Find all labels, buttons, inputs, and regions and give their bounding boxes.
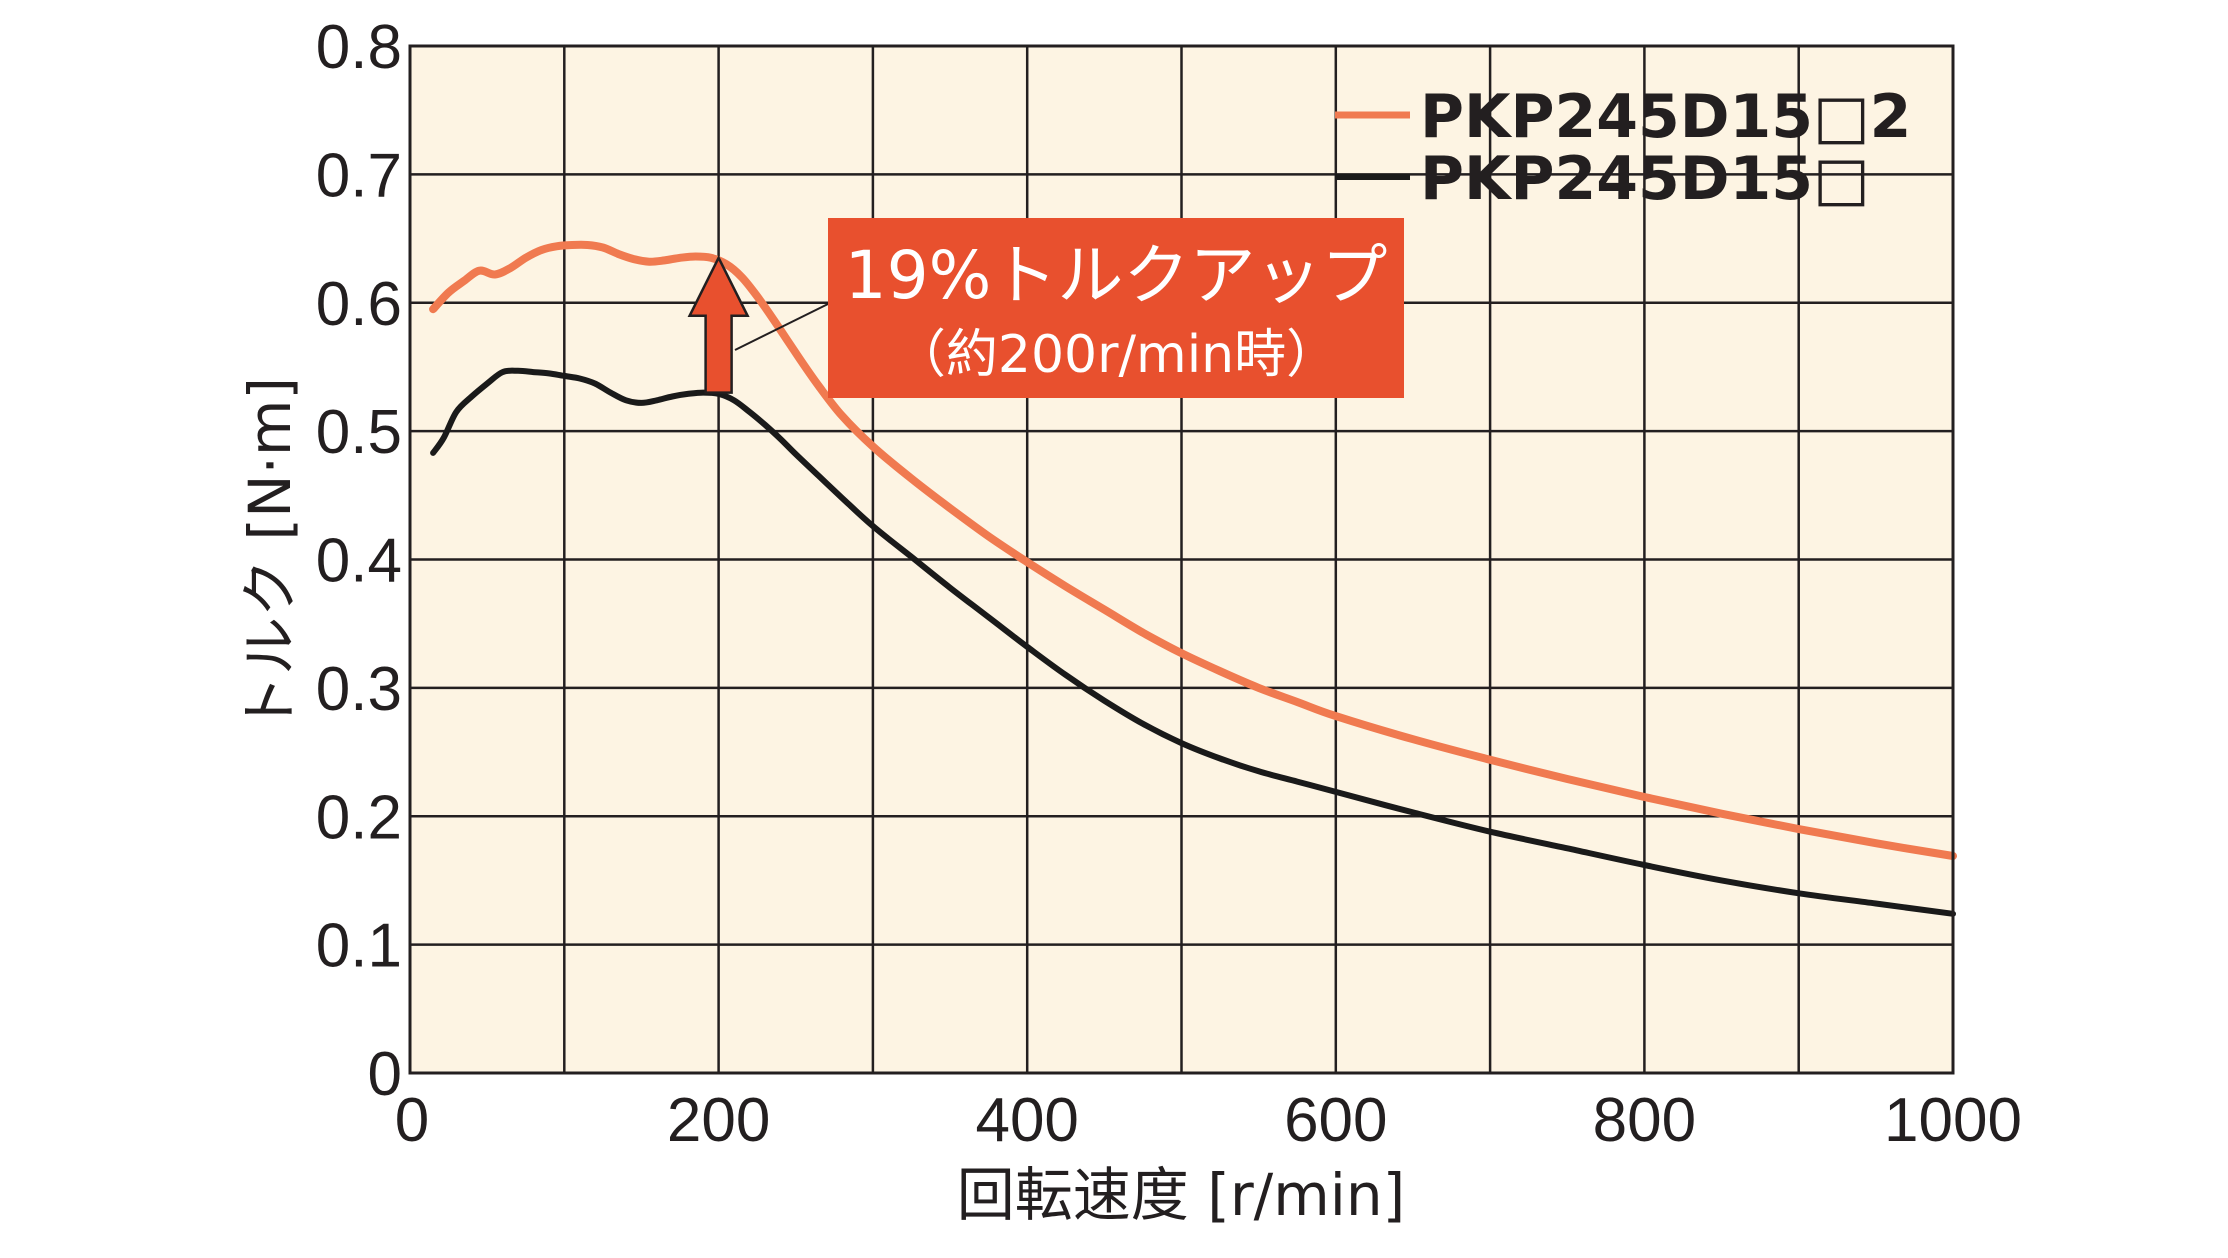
y-tick-label: 0.1 <box>316 912 402 981</box>
y-tick-label: 0.8 <box>316 13 402 82</box>
y-tick-label: 0.4 <box>316 527 402 596</box>
plot-frame <box>408 44 1955 1075</box>
x-tick-label: 800 <box>1593 1086 1696 1155</box>
y-axis-title: トルク [N·m] <box>236 377 304 733</box>
legend-label-black: PKP245D15□ <box>1420 144 1870 214</box>
series-line-pkp245d15 <box>430 367 1956 917</box>
y-tick-labels: 0 0.1 0.2 0.3 0.4 0.5 0.6 0.7 0.8 <box>316 13 402 1109</box>
x-tick-labels: 0 200 400 600 800 1000 <box>395 1086 2022 1155</box>
legend-label-orange: PKP245D15□2 <box>1420 82 1911 152</box>
callout-box <box>828 218 1404 398</box>
callout: 19%トルクアップ （約200r/min時） <box>734 218 1404 398</box>
y-tick-label: 0 <box>368 1040 402 1109</box>
x-tick-label: 400 <box>975 1086 1078 1155</box>
torque-up-arrow <box>687 255 750 394</box>
x-tick-label: 200 <box>667 1086 770 1155</box>
callout-main-text: 19%トルクアップ <box>845 237 1388 314</box>
x-tick-label: 1000 <box>1884 1086 2022 1155</box>
annotation-arrow <box>687 255 750 394</box>
y-tick-label: 0.2 <box>316 783 402 852</box>
legend: PKP245D15□2 PKP245D15□ <box>1335 82 1911 214</box>
series-line-pkp245d15-2 <box>429 240 1957 860</box>
callout-sub-text: （約200r/min時） <box>894 325 1338 385</box>
callout-leader-line <box>734 303 829 351</box>
y-tick-label: 0.5 <box>316 398 402 467</box>
y-tick-label: 0.6 <box>316 270 402 339</box>
x-tick-label: 600 <box>1284 1086 1387 1155</box>
x-tick-label: 0 <box>395 1086 429 1155</box>
x-axis-title: 回転速度 [r/min] <box>957 1161 1405 1229</box>
y-tick-label: 0.3 <box>316 655 402 724</box>
y-tick-label: 0.7 <box>316 141 402 210</box>
series-lines <box>429 240 1957 917</box>
